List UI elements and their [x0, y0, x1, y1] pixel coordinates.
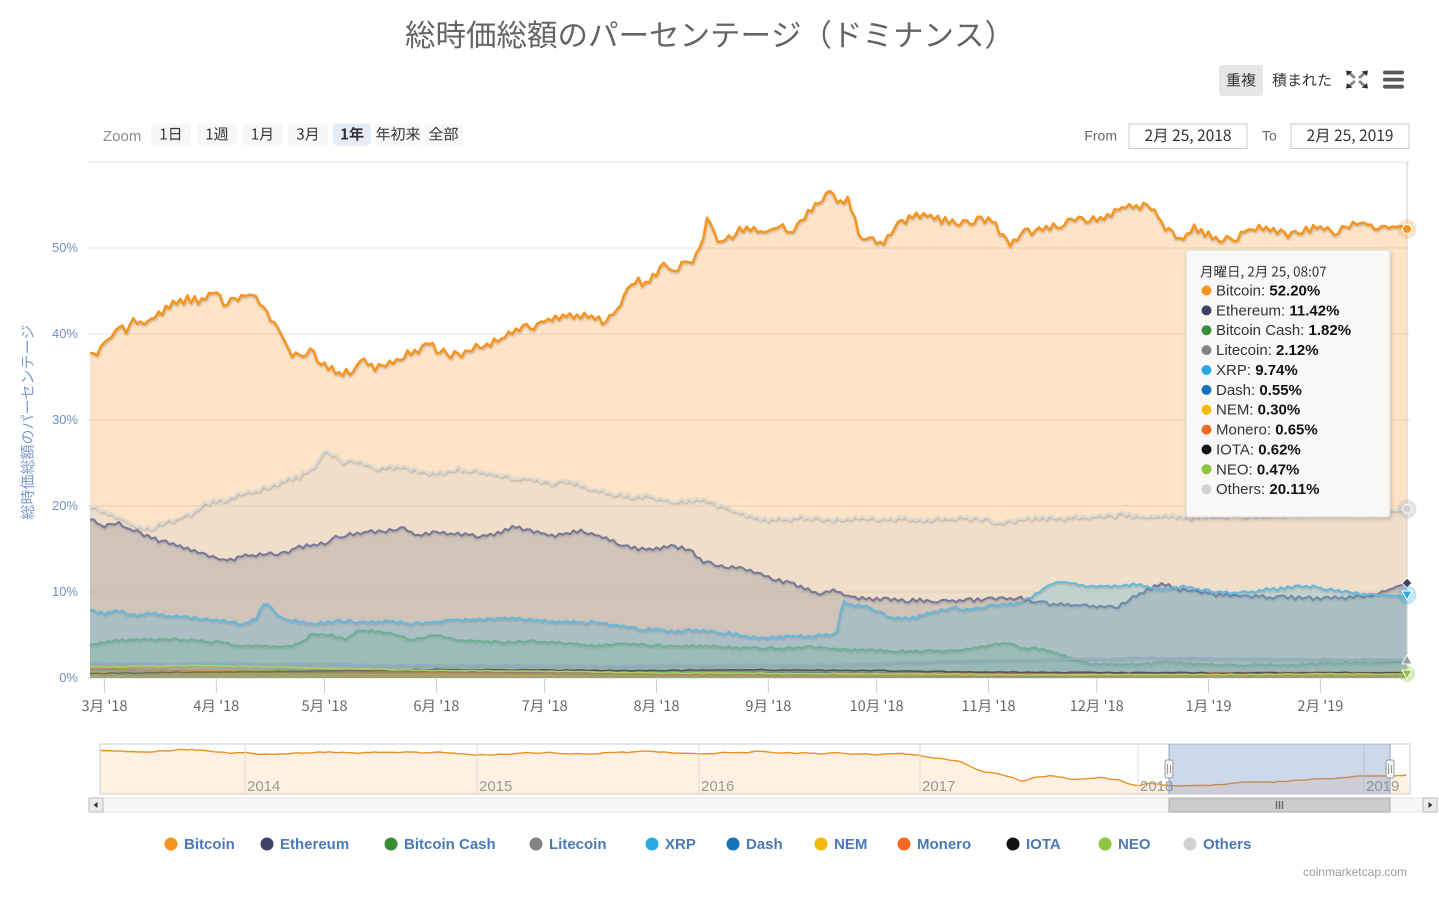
svg-text:2019: 2019 — [1366, 778, 1399, 795]
svg-text:20%: 20% — [52, 498, 78, 513]
svg-text:From: From — [1084, 128, 1117, 144]
svg-text:Others: 20.11%: Others: 20.11% — [1216, 481, 1319, 498]
svg-text:To: To — [1262, 128, 1277, 144]
svg-text:Litecoin: 2.12%: Litecoin: 2.12% — [1216, 342, 1319, 359]
svg-text:Ethereum: 11.42%: Ethereum: 11.42% — [1216, 302, 1339, 319]
svg-text:40%: 40% — [52, 326, 78, 341]
svg-text:NEO: 0.47%: NEO: 0.47% — [1216, 461, 1299, 478]
svg-text:Bitcoin: 52.20%: Bitcoin: 52.20% — [1216, 283, 1320, 300]
svg-text:NEM: 0.30%: NEM: 0.30% — [1216, 402, 1300, 419]
svg-text:50%: 50% — [52, 240, 78, 255]
svg-text:2018: 2018 — [1140, 778, 1173, 795]
svg-text:coinmarketcap.com: coinmarketcap.com — [1303, 865, 1407, 879]
svg-text:Litecoin: Litecoin — [549, 836, 607, 853]
svg-text:0%: 0% — [59, 670, 78, 685]
svg-text:Others: Others — [1203, 836, 1251, 853]
svg-text:IOTA: IOTA — [1026, 836, 1061, 853]
svg-text:Dash: Dash — [746, 836, 783, 853]
svg-text:2017: 2017 — [922, 778, 955, 795]
svg-text:IOTA: 0.62%: IOTA: 0.62% — [1216, 442, 1301, 459]
svg-text:NEO: NEO — [1118, 836, 1151, 853]
svg-text:Bitcoin Cash: 1.82%: Bitcoin Cash: 1.82% — [1216, 322, 1351, 339]
svg-text:Dash: 0.55%: Dash: 0.55% — [1216, 382, 1302, 399]
svg-text:Bitcoin: Bitcoin — [184, 836, 235, 853]
svg-text:NEM: NEM — [834, 836, 867, 853]
svg-text:2014: 2014 — [247, 778, 280, 795]
svg-text:10%: 10% — [52, 584, 78, 599]
svg-text:Monero: Monero — [917, 836, 971, 853]
svg-text:XRP: 9.74%: XRP: 9.74% — [1216, 362, 1298, 379]
svg-text:Monero: 0.65%: Monero: 0.65% — [1216, 422, 1318, 439]
svg-text:2015: 2015 — [479, 778, 512, 795]
svg-text:XRP: XRP — [665, 836, 696, 853]
svg-text:Bitcoin Cash: Bitcoin Cash — [404, 836, 496, 853]
svg-text:30%: 30% — [52, 412, 78, 427]
svg-text:2016: 2016 — [701, 778, 734, 795]
svg-text:Zoom: Zoom — [103, 128, 141, 145]
svg-text:Ethereum: Ethereum — [280, 836, 349, 853]
